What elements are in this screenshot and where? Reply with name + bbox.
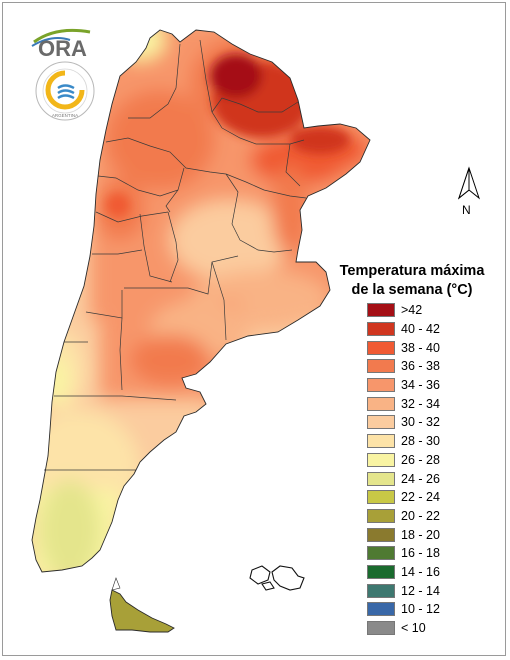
legend-swatch <box>367 564 395 579</box>
legend-label: >42 <box>401 303 423 318</box>
legend-swatch <box>367 434 395 449</box>
legend-item: 38 - 40 <box>367 338 440 357</box>
legend-item: 36 - 38 <box>367 357 440 376</box>
legend-swatch <box>367 452 395 467</box>
legend-swatch <box>367 303 395 318</box>
legend-label: 20 - 22 <box>401 508 440 523</box>
legend-swatch <box>367 583 395 598</box>
legend-item: 26 - 28 <box>367 451 440 470</box>
legend-item: 40 - 42 <box>367 320 440 339</box>
legend-item: 20 - 22 <box>367 507 440 526</box>
temperature-legend: >42 40 - 42 38 - 40 36 - 38 34 - 36 32 - 34 30… <box>367 301 440 637</box>
legend-label: 12 - 14 <box>401 583 440 598</box>
legend-label: 14 - 16 <box>401 564 440 579</box>
ora-logo: ORA <box>30 22 102 62</box>
legend-swatch <box>367 490 395 505</box>
legend-swatch <box>367 378 395 393</box>
legend-swatch <box>367 359 395 374</box>
legend-title-line-1: Temperatura máxima <box>339 263 485 279</box>
legend-swatch <box>367 322 395 337</box>
legend-label: 24 - 26 <box>401 471 440 486</box>
legend-swatch <box>367 396 395 411</box>
north-arrow-label: N <box>462 203 471 217</box>
legend-item: 10 - 12 <box>367 600 440 619</box>
legend-label: 38 - 40 <box>401 340 440 355</box>
legend-label: 30 - 32 <box>401 415 440 430</box>
legend-title-line-2: de la semana (°C) <box>351 282 473 298</box>
legend-swatch <box>367 415 395 430</box>
smn-logo-text: ARGENTINA <box>52 113 78 118</box>
smn-logo: ARGENTINA <box>34 60 96 122</box>
legend-label: 26 - 28 <box>401 452 440 467</box>
legend-item: 14 - 16 <box>367 563 440 582</box>
legend-item: >42 <box>367 301 440 320</box>
legend-item: 22 - 24 <box>367 488 440 507</box>
tierra-del-fuego <box>109 589 175 633</box>
legend-item: 34 - 36 <box>367 376 440 395</box>
legend-swatch <box>367 471 395 486</box>
legend-label: 28 - 30 <box>401 434 440 449</box>
map-frame <box>2 2 506 656</box>
legend-label: < 10 <box>401 621 426 636</box>
legend-item: 30 - 32 <box>367 413 440 432</box>
legend-item: 16 - 18 <box>367 544 440 563</box>
legend-item: 18 - 20 <box>367 525 440 544</box>
legend-item: 28 - 30 <box>367 432 440 451</box>
province-borders <box>44 39 307 471</box>
legend-label: 32 - 34 <box>401 396 440 411</box>
north-arrow-icon <box>457 166 481 200</box>
legend-swatch <box>367 508 395 523</box>
legend-item: 32 - 34 <box>367 394 440 413</box>
legend-item: < 10 <box>367 619 440 638</box>
legend-label: 34 - 36 <box>401 378 440 393</box>
legend-swatch <box>367 546 395 561</box>
smn-logo-graphic: ARGENTINA <box>35 61 95 121</box>
legend-swatch <box>367 527 395 542</box>
legend-title: Temperatura máxima de la semana (°C) <box>322 262 502 300</box>
legend-swatch <box>367 340 395 355</box>
legend-label: 16 - 18 <box>401 546 440 561</box>
legend-label: 40 - 42 <box>401 322 440 337</box>
north-arrow <box>454 164 484 220</box>
malvinas-islands <box>249 565 305 591</box>
legend-item: 12 - 14 <box>367 581 440 600</box>
ora-logo-text: ORA <box>38 36 87 61</box>
legend-item: 24 - 26 <box>367 469 440 488</box>
legend-swatch <box>367 602 395 617</box>
ora-logo-graphic: ORA <box>31 28 91 61</box>
legend-label: 36 - 38 <box>401 359 440 374</box>
legend-label: 10 - 12 <box>401 602 440 617</box>
legend-label: 22 - 24 <box>401 490 440 505</box>
legend-swatch <box>367 621 395 636</box>
legend-label: 18 - 20 <box>401 527 440 542</box>
